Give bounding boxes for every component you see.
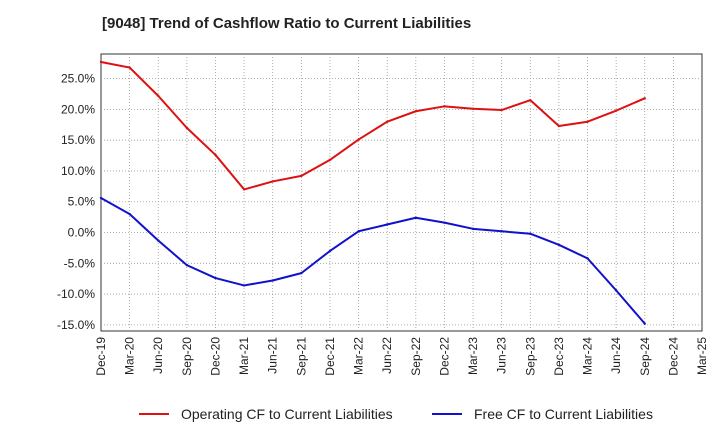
- series-2-point: [471, 227, 475, 231]
- series-1-point: [271, 180, 274, 183]
- x-tick-label: Jun-24: [609, 337, 623, 374]
- x-tick-label: Jun-21: [266, 337, 280, 374]
- series-2-point: [242, 284, 246, 287]
- x-tick-label: Jun-23: [495, 337, 509, 374]
- x-tick-label: Dec-21: [323, 337, 337, 376]
- series-2-point: [214, 276, 217, 280]
- x-tick-label: Dec-20: [208, 337, 222, 376]
- legend-label-1: Operating CF to Current Liabilities: [181, 406, 393, 422]
- series-2-point: [500, 230, 503, 233]
- series-2-point: [185, 263, 189, 267]
- series-2-point: [557, 243, 561, 247]
- series-1-point: [185, 126, 189, 130]
- y-tick-label: -10.0%: [57, 287, 95, 301]
- series-1-point: [157, 94, 160, 98]
- series-2-point: [614, 289, 618, 292]
- x-tick-label: Mar-22: [352, 337, 366, 375]
- series-line-2: [100, 197, 646, 325]
- x-tick-label: Sep-20: [180, 337, 194, 376]
- y-tick-label: -15.0%: [57, 318, 95, 332]
- x-tick-label: Dec-23: [552, 337, 566, 376]
- series-2-point: [586, 257, 589, 260]
- plot-area: [100, 53, 703, 332]
- series-1-point: [500, 108, 503, 112]
- x-tick-label: Sep-23: [523, 337, 537, 376]
- series-1-point: [328, 158, 332, 162]
- series-1-point: [128, 66, 131, 69]
- series-2-point: [128, 212, 131, 216]
- series-1-point: [214, 153, 217, 157]
- x-tick-label: Sep-22: [409, 337, 423, 376]
- x-tick-label: Mar-20: [123, 337, 137, 375]
- x-tick-label: Sep-21: [294, 337, 308, 376]
- x-tick-label: Dec-24: [666, 337, 680, 376]
- y-tick-label: 15.0%: [61, 133, 95, 147]
- series-1-point: [300, 174, 303, 178]
- x-tick-label: Mar-21: [237, 337, 251, 375]
- x-tick-label: Mar-25: [695, 337, 709, 375]
- x-tick-label: Dec-19: [94, 337, 108, 376]
- series-2-point: [643, 322, 646, 325]
- series-1-point: [357, 138, 360, 141]
- x-tick-label: Dec-22: [437, 337, 451, 376]
- chart-title: [9048] Trend of Cashflow Ratio to Curren…: [102, 15, 472, 32]
- series-1-point: [385, 120, 389, 123]
- x-tick-label: Mar-23: [466, 337, 480, 375]
- series-1-point: [586, 120, 589, 123]
- series-2-point: [300, 271, 303, 275]
- series-2-point: [443, 221, 446, 224]
- series-1-point: [614, 109, 618, 112]
- y-tick-label: 0.0%: [68, 226, 96, 240]
- series-2-point: [328, 249, 332, 253]
- y-tick-label: 25.0%: [61, 72, 95, 86]
- series-2-point: [529, 232, 532, 235]
- y-tick-label: 10.0%: [61, 164, 95, 178]
- y-tick-label: 5.0%: [68, 195, 96, 209]
- series-1-point: [643, 97, 646, 100]
- series-1-point: [443, 105, 446, 108]
- y-tick-label: 20.0%: [61, 102, 95, 116]
- x-tick-label: Jun-22: [380, 337, 394, 374]
- x-tick-label: Mar-24: [581, 337, 595, 375]
- series-2-point: [385, 223, 389, 226]
- y-tick-label: -5.0%: [64, 256, 96, 270]
- series-2-point: [271, 279, 274, 282]
- series-1-point: [99, 60, 103, 64]
- series-2-point: [414, 216, 418, 219]
- series-1-point: [242, 188, 246, 191]
- series-1-point: [471, 107, 475, 110]
- series-1-point: [557, 124, 561, 128]
- series-2-point: [157, 239, 160, 242]
- series-2-point: [357, 230, 360, 233]
- series-1-point: [529, 98, 532, 102]
- series-line-1: [100, 61, 646, 191]
- x-tick-label: Jun-20: [151, 337, 165, 374]
- legend-label-2: Free CF to Current Liabilities: [474, 406, 653, 422]
- series-1-point: [414, 110, 418, 113]
- series-2-point: [99, 196, 103, 200]
- x-tick-label: Sep-24: [638, 337, 652, 376]
